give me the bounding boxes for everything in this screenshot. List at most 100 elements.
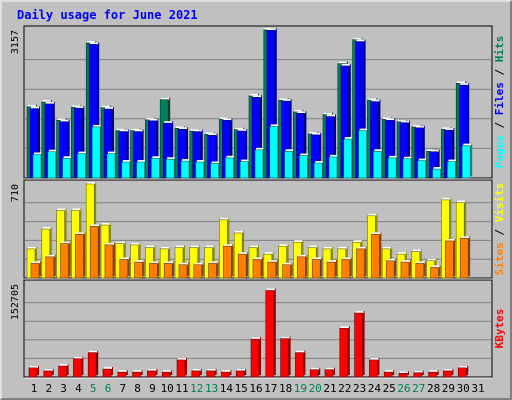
bar-sites-day-24 [371, 232, 382, 279]
x-tick-label-day-8: 8 [134, 382, 141, 395]
bar-kbytes-day-12 [191, 368, 202, 378]
bar-sites-day-15 [237, 252, 249, 279]
bar-pages-day-13 [210, 161, 221, 179]
x-tick-label-day-16: 16 [249, 382, 262, 395]
bar-sites-day-7 [119, 257, 130, 279]
bar-pages-day-17 [269, 124, 280, 179]
x-tick-label-day-25: 25 [383, 382, 396, 395]
bar-sites-day-19 [297, 254, 308, 279]
bar-kbytes-day-15 [235, 368, 247, 378]
bar-sites-day-18 [282, 262, 293, 279]
bar-sites-day-10 [163, 261, 175, 279]
bar-sites-day-5 [89, 224, 101, 279]
bar-pages-day-15 [239, 159, 251, 179]
x-tick-label-day-29: 29 [442, 382, 455, 395]
x-tick-label-day-15: 15 [235, 382, 248, 395]
bar-pages-day-23 [358, 128, 369, 179]
bar-sites-day-12 [193, 262, 204, 279]
x-tick-label-day-24: 24 [368, 382, 382, 395]
y-max-label: 152705 [10, 284, 21, 320]
bar-sites-day-17 [267, 260, 278, 279]
bar-kbytes-day-3 [58, 364, 69, 378]
bar-kbytes-day-2 [43, 368, 54, 378]
bar-sites-day-30 [459, 236, 471, 279]
axis-label-part: / [493, 115, 506, 135]
x-tick-label-day-31: 31 [471, 382, 484, 395]
bar-kbytes-day-9 [147, 368, 158, 378]
bar-pages-day-9 [151, 156, 162, 179]
y-max-label: 710 [10, 184, 21, 202]
bar-pages-day-14 [225, 155, 236, 179]
x-tick-label-day-7: 7 [119, 382, 126, 395]
bar-pages-day-19 [299, 153, 310, 179]
bar-pages-day-18 [284, 149, 295, 179]
bar-pages-day-8 [136, 160, 147, 179]
bar-pages-day-29 [447, 159, 458, 179]
x-tick-label-day-12: 12 [190, 382, 203, 395]
bar-sites-day-4 [75, 232, 86, 279]
bar-pages-day-10 [165, 157, 177, 179]
bar-pages-day-21 [328, 154, 339, 179]
bar-pages-day-26 [402, 156, 413, 179]
axis-label-part: / [493, 62, 506, 82]
axis-label-part: / [493, 222, 506, 242]
x-tick-label-day-4: 4 [75, 382, 82, 395]
bar-kbytes-day-19 [295, 350, 306, 378]
bar-pages-day-6 [106, 151, 117, 179]
bar-sites-day-21 [326, 260, 337, 279]
axis-label-part: Pages [493, 135, 506, 168]
bar-pages-day-7 [121, 160, 132, 179]
x-tick-label-day-5: 5 [90, 382, 97, 395]
bar-sites-day-27 [415, 261, 426, 279]
bar-pages-day-5 [91, 124, 103, 179]
bar-pages-day-11 [180, 159, 191, 179]
axis-label-part: Hits [493, 36, 506, 63]
bar-sites-day-28 [430, 265, 441, 279]
x-tick-label-day-17: 17 [264, 382, 277, 395]
x-tick-label-day-21: 21 [323, 382, 336, 395]
bar-kbytes-day-7 [117, 370, 128, 378]
x-tick-label-day-9: 9 [149, 382, 156, 395]
bar-kbytes-day-11 [176, 357, 187, 378]
bar-kbytes-day-23 [354, 311, 365, 378]
x-tick-label-day-27: 27 [412, 382, 425, 395]
bar-kbytes-day-21 [324, 367, 335, 378]
bar-sites-day-14 [223, 244, 234, 279]
bar-pages-day-30 [461, 143, 473, 179]
bar-kbytes-day-22 [339, 326, 350, 378]
x-tick-label-day-1: 1 [31, 382, 38, 395]
chart-title: Daily usage for June 2021 [17, 8, 198, 22]
bar-sites-day-1 [30, 261, 41, 279]
bar-kbytes-day-13 [206, 368, 217, 378]
bar-sites-day-16 [252, 257, 263, 279]
bar-sites-day-8 [134, 260, 145, 279]
bar-kbytes-day-6 [102, 367, 113, 378]
bar-sites-day-3 [60, 241, 71, 279]
x-tick-label-day-3: 3 [60, 382, 67, 395]
bar-kbytes-day-30 [457, 365, 469, 378]
axis-label-hits_files_pages: Pages / Files / Hits [493, 36, 506, 169]
bar-pages-day-1 [32, 152, 43, 179]
bar-kbytes-day-18 [280, 336, 291, 378]
bar-pages-day-4 [77, 151, 88, 179]
bar-sites-day-13 [208, 261, 219, 279]
bar-pages-day-24 [373, 149, 384, 179]
bar-pages-day-28 [432, 167, 443, 179]
bar-kbytes-day-5 [87, 350, 99, 378]
x-tick-label-day-10: 10 [161, 382, 174, 395]
bar-kbytes-day-14 [221, 370, 232, 378]
bar-sites-day-23 [356, 246, 367, 279]
x-tick-label-day-28: 28 [427, 382, 440, 395]
bar-sites-day-20 [311, 257, 323, 279]
bar-sites-day-2 [45, 254, 56, 279]
bar-kbytes-day-10 [161, 370, 173, 378]
bar-sites-day-26 [400, 260, 411, 279]
x-tick-label-day-6: 6 [105, 382, 112, 395]
bar-kbytes-day-29 [443, 368, 454, 378]
x-tick-label-day-19: 19 [294, 382, 307, 395]
bar-kbytes-day-16 [250, 337, 261, 378]
bar-pages-day-12 [195, 160, 206, 179]
axis-label-kbytes: KBytes [493, 309, 506, 349]
bar-kbytes-day-24 [369, 357, 380, 378]
